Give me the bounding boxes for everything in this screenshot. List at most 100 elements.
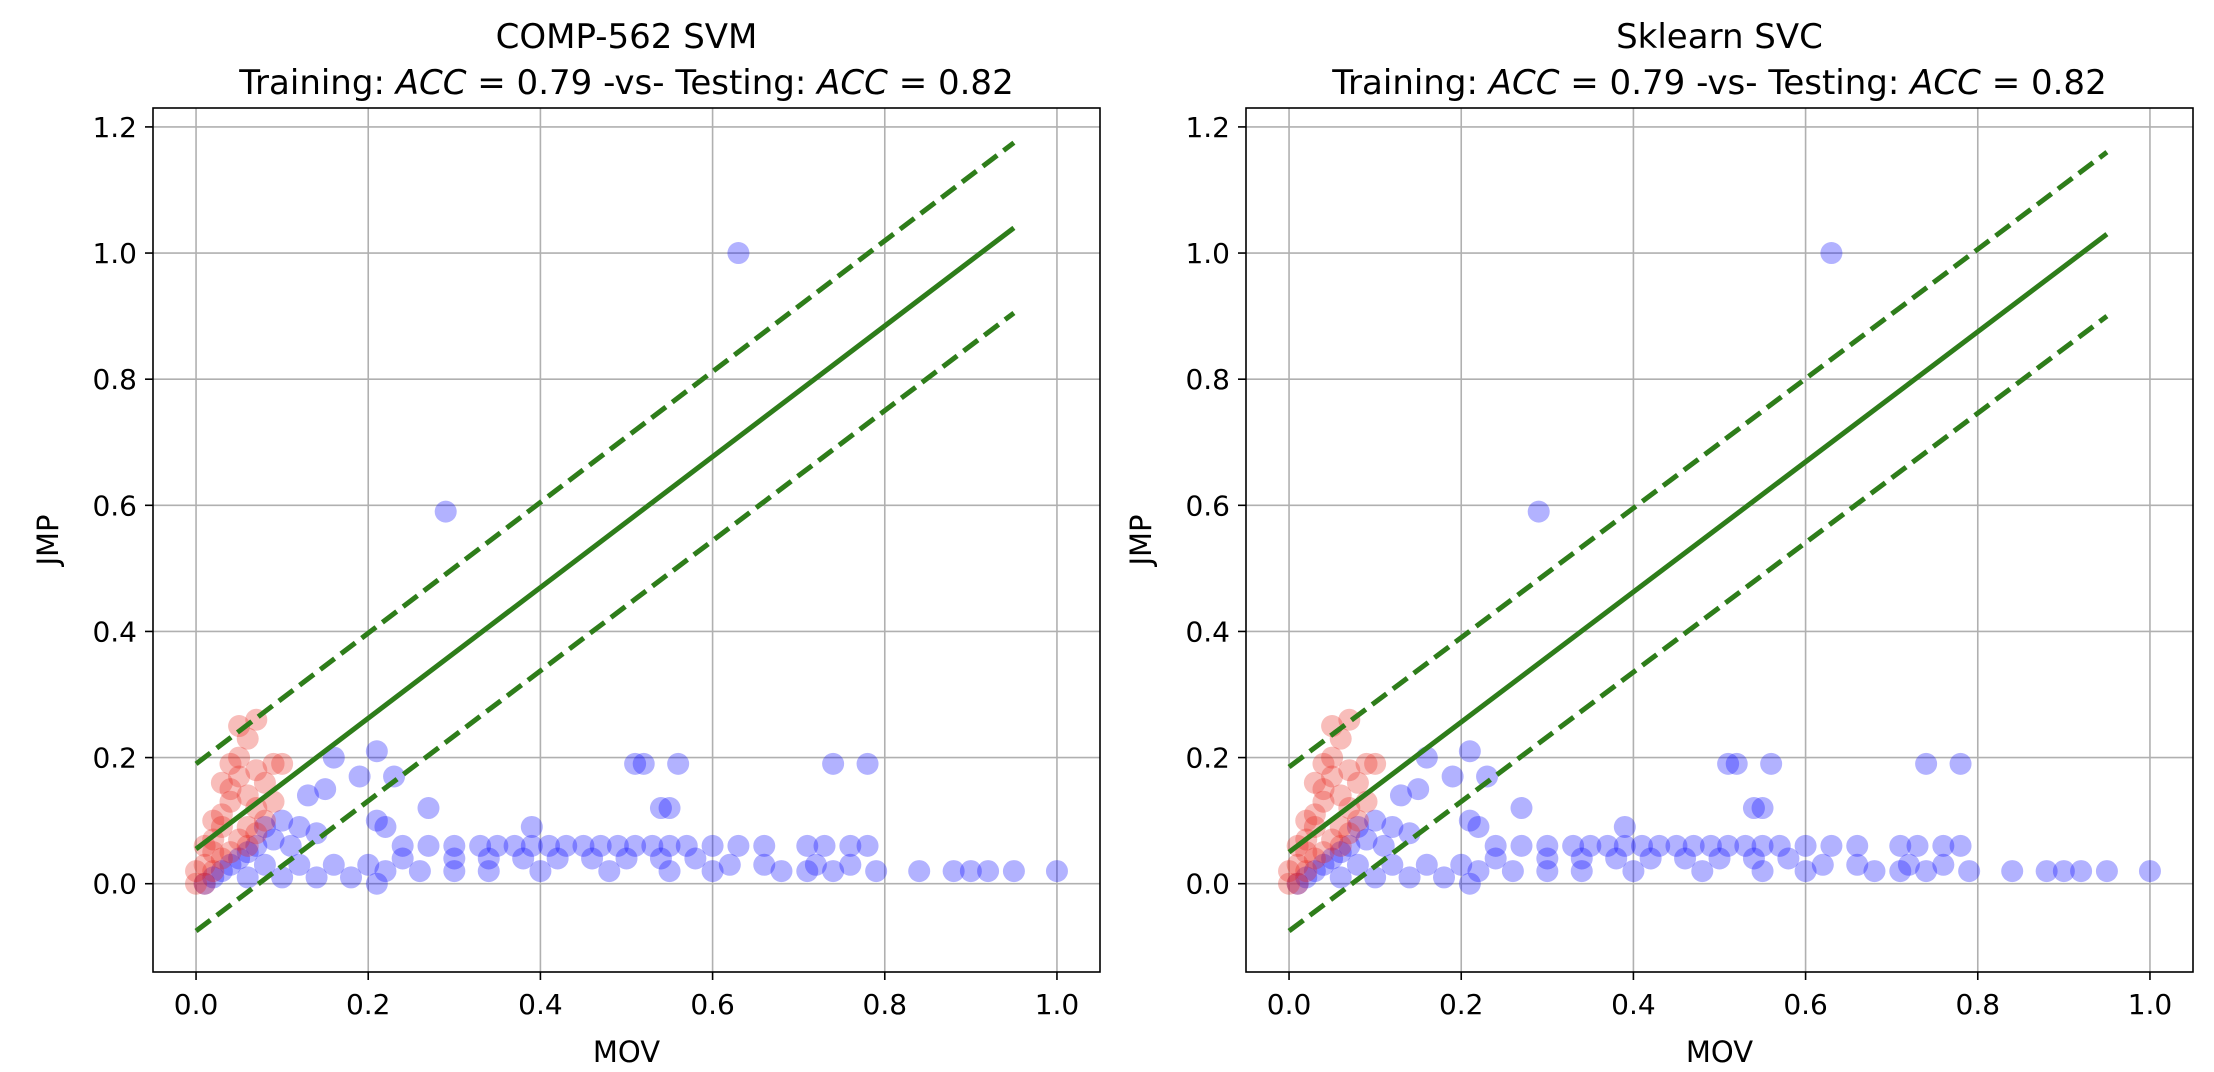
x-tick-label: 0.8 bbox=[1956, 988, 2001, 1021]
scatter-point bbox=[1045, 860, 1068, 883]
scatter-point bbox=[1338, 759, 1361, 782]
scatter-point bbox=[1329, 834, 1352, 857]
scatter-point bbox=[1346, 853, 1369, 876]
y-tick-label: 1.0 bbox=[1185, 237, 1230, 270]
scatter-point bbox=[1717, 752, 1740, 775]
scatter-point bbox=[1329, 866, 1352, 889]
scatter-point bbox=[228, 847, 251, 870]
scatter-point bbox=[1312, 752, 1335, 775]
chart-title: Sklearn SVC bbox=[1616, 17, 1823, 57]
scatter-point bbox=[1794, 860, 1817, 883]
scatter-point bbox=[210, 771, 233, 794]
scatter-point bbox=[1777, 847, 1800, 870]
scatter-point bbox=[822, 752, 845, 775]
scatter-point bbox=[1794, 834, 1817, 857]
scatter-point bbox=[185, 860, 208, 883]
scatter-point bbox=[1536, 847, 1559, 870]
scatter-point bbox=[228, 828, 251, 851]
decision-boundary-line bbox=[1287, 232, 2109, 855]
scatter-point bbox=[1278, 872, 1301, 895]
scatter-point bbox=[520, 834, 543, 857]
y-tick-label: 0.8 bbox=[92, 363, 137, 396]
scatter-point bbox=[1742, 847, 1765, 870]
scatter-point bbox=[1631, 834, 1654, 857]
scatter-point bbox=[1691, 860, 1714, 883]
scatter-point bbox=[658, 860, 681, 883]
scatter-point bbox=[1527, 500, 1550, 523]
scatter-point bbox=[1295, 866, 1318, 889]
scatter-point bbox=[1570, 847, 1593, 870]
margin-upper-line bbox=[1287, 150, 2109, 770]
scatter-point bbox=[1364, 809, 1387, 832]
series-2 bbox=[1278, 708, 1387, 895]
scatter-point bbox=[1484, 834, 1507, 857]
chart-panel-1: COMP-562 SVM Training: ACC = 0.79 -vs- Te… bbox=[31, 17, 1101, 1069]
scatter-point bbox=[839, 834, 862, 857]
scatter-point bbox=[1665, 834, 1688, 857]
scatter-point bbox=[942, 860, 965, 883]
scatter-point bbox=[1562, 834, 1585, 857]
scatter-point bbox=[727, 242, 750, 265]
margin-lower-line bbox=[1287, 314, 2109, 934]
scatter-point bbox=[1846, 834, 1869, 857]
scatter-point bbox=[202, 841, 225, 864]
scatter-point bbox=[1734, 834, 1757, 857]
scatter-point bbox=[210, 803, 233, 826]
scatter-point bbox=[262, 828, 285, 851]
scatter-point bbox=[658, 834, 681, 857]
scatter-point bbox=[1458, 872, 1481, 895]
scatter-point bbox=[598, 860, 621, 883]
y-axis-label: JMP bbox=[1124, 514, 1158, 567]
scatter-point bbox=[959, 860, 982, 883]
y-tick-label: 0.0 bbox=[1185, 868, 1230, 901]
scatter-point bbox=[2095, 860, 2118, 883]
scatter-point bbox=[1407, 778, 1430, 801]
scatter-point bbox=[589, 834, 612, 857]
scatter-point bbox=[391, 834, 414, 857]
scatter-point bbox=[2035, 860, 2058, 883]
subtitle-part: ACC bbox=[1908, 63, 1981, 103]
scatter-point bbox=[1372, 834, 1395, 857]
scatter-point bbox=[529, 860, 552, 883]
scatter-point bbox=[1286, 872, 1309, 895]
scatter-point bbox=[649, 797, 672, 820]
decision-boundary-line bbox=[194, 225, 1016, 852]
scatter-point bbox=[675, 834, 698, 857]
scatter-point bbox=[1760, 752, 1783, 775]
scatter-point bbox=[253, 771, 276, 794]
scatter-point bbox=[219, 841, 242, 864]
scatter-point bbox=[365, 872, 388, 895]
scatter-point bbox=[434, 500, 457, 523]
scatter-point bbox=[839, 853, 862, 876]
scatter-point bbox=[348, 765, 371, 788]
x-tick-label: 0.2 bbox=[1439, 988, 1484, 1021]
scatter-point bbox=[477, 860, 500, 883]
scatter-point bbox=[417, 834, 440, 857]
scatter-point bbox=[1415, 853, 1438, 876]
scatter-point bbox=[546, 847, 569, 870]
scatter-point bbox=[1338, 834, 1361, 857]
scatter-point bbox=[856, 834, 879, 857]
scatter-point bbox=[228, 765, 251, 788]
scatter-point bbox=[1381, 815, 1404, 838]
scatter-point bbox=[1312, 841, 1335, 864]
subtitle-part: = 0.82 bbox=[1981, 63, 2107, 103]
scatter-point bbox=[2070, 860, 2093, 883]
scatter-point bbox=[408, 860, 431, 883]
scatter-point bbox=[1596, 834, 1619, 857]
scatter-point bbox=[615, 847, 638, 870]
series-2 bbox=[185, 708, 294, 895]
scatter-point bbox=[305, 866, 328, 889]
scatter-point bbox=[279, 834, 302, 857]
scatter-point bbox=[1398, 866, 1421, 889]
scatter-point bbox=[1811, 853, 1834, 876]
scatter-point bbox=[1958, 860, 1981, 883]
axes-frame bbox=[152, 107, 1101, 973]
scatter-point bbox=[1717, 834, 1740, 857]
scatter-point bbox=[1579, 834, 1602, 857]
scatter-point bbox=[1863, 860, 1886, 883]
scatter-point bbox=[796, 834, 819, 857]
scatter-point bbox=[770, 860, 793, 883]
scatter-point bbox=[219, 752, 242, 775]
scatter-point bbox=[538, 834, 561, 857]
